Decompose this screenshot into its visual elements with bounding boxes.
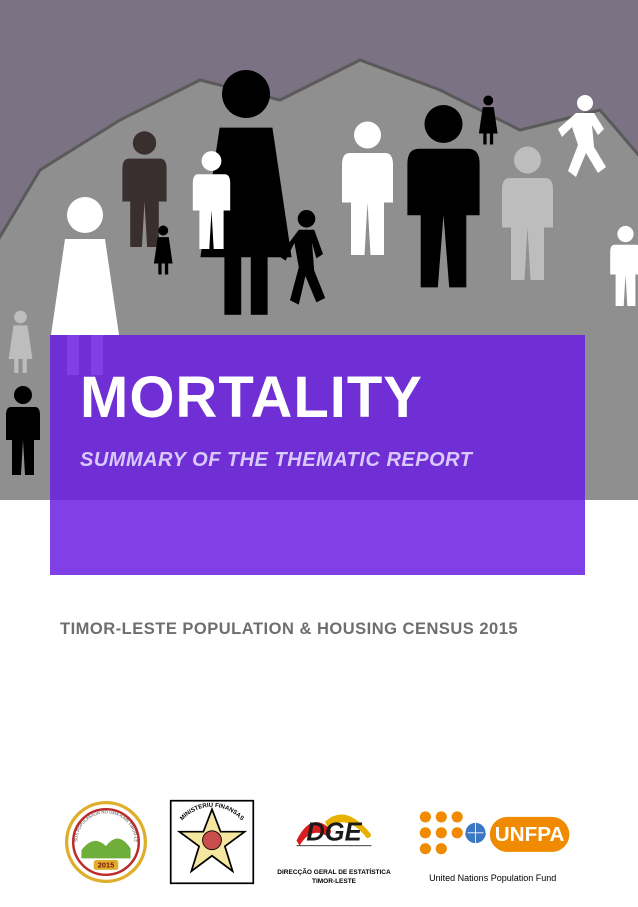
logo-row: 2015 SENSUS POPULASAUN NO UMA-KAIN TIMOR… — [0, 794, 638, 889]
report-title: MORTALITY — [80, 369, 555, 427]
svg-text:DGE: DGE — [306, 818, 362, 846]
svg-text:UNFPA: UNFPA — [494, 822, 564, 845]
logo-ministeriu-finansas: MINISTERIU FINANSAS — [169, 799, 255, 885]
logo-unfpa: UNFPA United Nations Population Fund — [413, 801, 573, 883]
report-subtitle: SUMMARY OF THE THEMATIC REPORT — [80, 449, 555, 472]
svg-text:2015: 2015 — [98, 860, 114, 869]
logo-unfpa-caption: United Nations Population Fund — [429, 873, 556, 883]
logo-census: 2015 SENSUS POPULASAUN NO UMA-KAIN TIMOR… — [65, 801, 147, 883]
title-block: MORTALITY SUMMARY OF THE THEMATIC REPORT — [50, 335, 585, 575]
census-caption: TIMOR-LESTE POPULATION & HOUSING CENSUS … — [60, 620, 518, 639]
logo-dge-caption: DIRECÇÃO GERAL DE ESTATÍSTICA — [277, 869, 390, 876]
logo-dge: DGE DIRECÇÃO GERAL DE ESTATÍSTICA TIMOR-… — [277, 799, 390, 885]
logo-dge-caption2: TIMOR-LESTE — [312, 878, 356, 885]
